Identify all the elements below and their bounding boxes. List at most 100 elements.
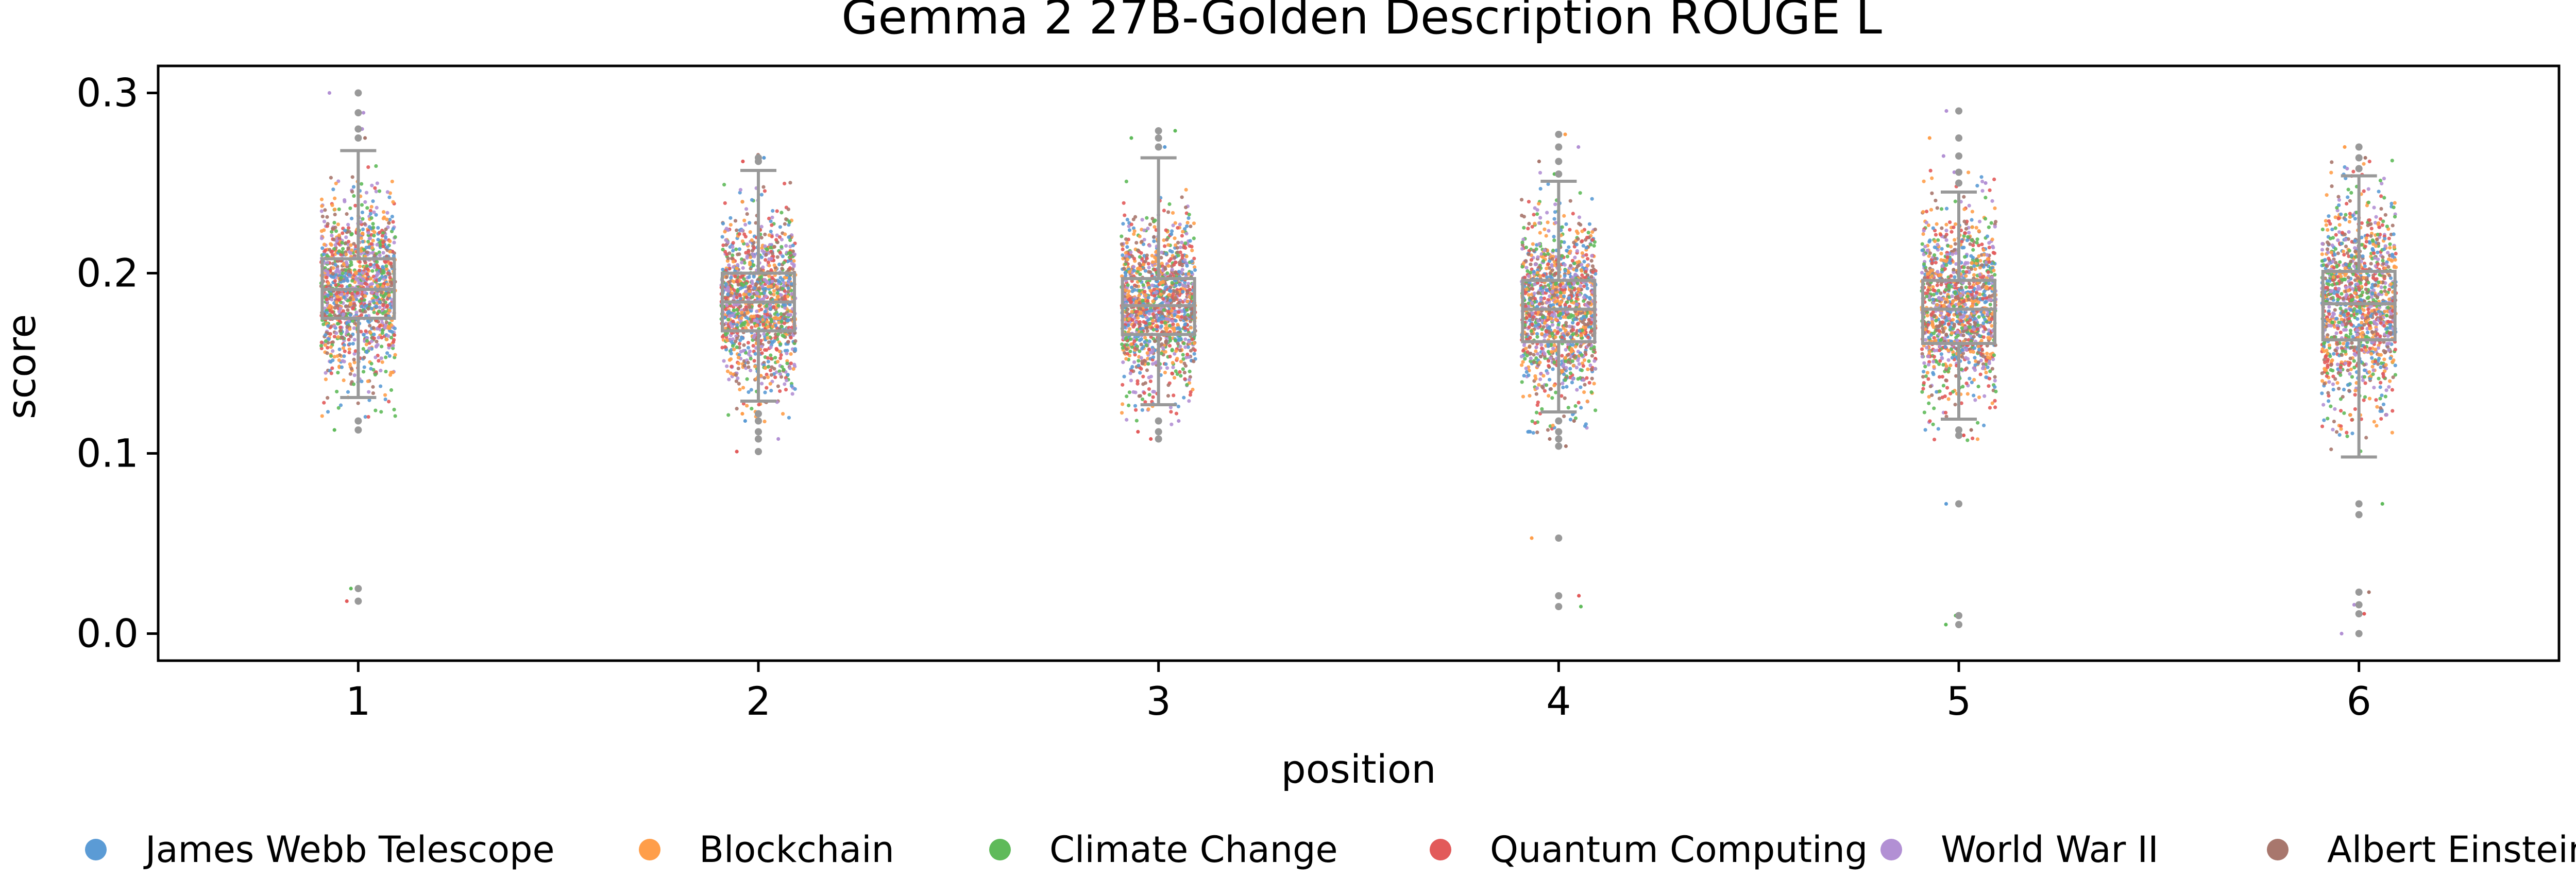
strip-point xyxy=(1580,368,1584,372)
strip-point xyxy=(769,229,773,234)
strip-point xyxy=(1163,321,1167,325)
strip-point xyxy=(1124,336,1128,341)
strip-point xyxy=(736,252,740,256)
strip-point xyxy=(1141,298,1145,303)
strip-point xyxy=(1185,290,1190,294)
strip-point xyxy=(352,194,356,198)
strip-point xyxy=(779,324,784,329)
strip-point xyxy=(348,296,352,300)
strip-point xyxy=(378,300,382,304)
strip-point xyxy=(1166,383,1171,387)
strip-point xyxy=(747,365,751,369)
strip-point xyxy=(1580,263,1584,267)
strip-point xyxy=(1550,290,1554,294)
strip-point xyxy=(1540,315,1545,319)
strip-point xyxy=(322,401,326,405)
strip-point xyxy=(1528,394,1532,398)
strip-point xyxy=(340,240,344,245)
strip-point xyxy=(1178,370,1182,374)
strip-point xyxy=(1577,401,1581,405)
strip-point xyxy=(1173,271,1177,275)
strip-point xyxy=(734,379,738,383)
strip-point xyxy=(1187,272,1191,276)
strip-point xyxy=(1176,341,1180,346)
strip-point xyxy=(1577,215,1582,219)
strip-point xyxy=(1575,388,1579,392)
strip-point xyxy=(723,345,727,349)
strip-point xyxy=(1536,310,1540,314)
strip-point xyxy=(336,222,340,227)
strip-point xyxy=(731,260,735,264)
strip-point xyxy=(743,222,748,227)
strip-point xyxy=(321,322,326,326)
strip-point xyxy=(340,365,344,369)
strip-point xyxy=(1580,353,1584,357)
strip-point xyxy=(1192,236,1196,240)
strip-point xyxy=(1180,253,1184,257)
strip-point xyxy=(744,207,749,211)
strip-point xyxy=(1146,262,1150,266)
strip-point xyxy=(1555,331,1560,335)
strip-point xyxy=(390,214,394,219)
strip-point xyxy=(1533,221,1537,226)
strip-point xyxy=(749,356,753,360)
strip-point xyxy=(762,376,767,380)
strip-point xyxy=(370,269,375,273)
strip-point xyxy=(344,235,348,239)
strip-point xyxy=(359,249,363,253)
strip-point xyxy=(742,364,747,368)
strip-point xyxy=(389,336,394,340)
strip-point xyxy=(368,209,372,213)
strip-point xyxy=(1589,258,1594,263)
strip-point xyxy=(389,323,394,327)
strip-point xyxy=(766,281,770,285)
strip-point xyxy=(1147,312,1151,316)
strip-point xyxy=(737,232,741,236)
strip-point xyxy=(363,415,367,419)
strip-point xyxy=(793,387,797,391)
strip-point xyxy=(1124,288,1128,292)
strip-point xyxy=(1183,364,1188,368)
strip-point xyxy=(752,314,756,318)
strip-point xyxy=(747,390,751,394)
strip-point xyxy=(1189,307,1193,311)
strip-point xyxy=(1583,350,1587,354)
strip-point xyxy=(779,237,784,241)
strip-point xyxy=(1163,145,1167,149)
strip-point xyxy=(385,303,389,308)
strip-point xyxy=(1587,359,1591,363)
strip-point xyxy=(1181,353,1185,357)
strip-point xyxy=(783,382,787,386)
strip-point xyxy=(375,339,379,343)
strip-point xyxy=(330,233,334,238)
strip-point xyxy=(742,261,747,265)
strip-point xyxy=(736,376,740,381)
strip-point xyxy=(363,136,367,140)
strip-point xyxy=(1136,316,1140,320)
strip-point xyxy=(391,200,395,204)
strip-point xyxy=(1571,377,1575,381)
strip-point xyxy=(743,419,747,423)
strip-point xyxy=(389,284,393,288)
strip-point xyxy=(322,228,326,232)
strip-point xyxy=(362,333,366,337)
strip-point xyxy=(1562,295,1566,299)
strip-point xyxy=(1127,317,1131,321)
strip-point xyxy=(349,260,353,264)
strip-point xyxy=(324,371,328,375)
strip-point xyxy=(738,191,742,195)
strip-point xyxy=(735,308,739,312)
strip-point xyxy=(1148,222,1153,227)
strip-point xyxy=(387,221,391,225)
strip-point xyxy=(769,353,773,357)
strip-point xyxy=(1536,322,1540,326)
strip-point xyxy=(326,281,331,285)
strip-point xyxy=(367,302,371,306)
strip-point xyxy=(1567,296,1571,300)
strip-point xyxy=(325,351,329,355)
strip-point xyxy=(751,343,755,348)
strip-point xyxy=(1121,360,1125,365)
strip-point xyxy=(773,375,777,379)
strip-point xyxy=(323,333,328,337)
strip-point xyxy=(762,348,767,352)
